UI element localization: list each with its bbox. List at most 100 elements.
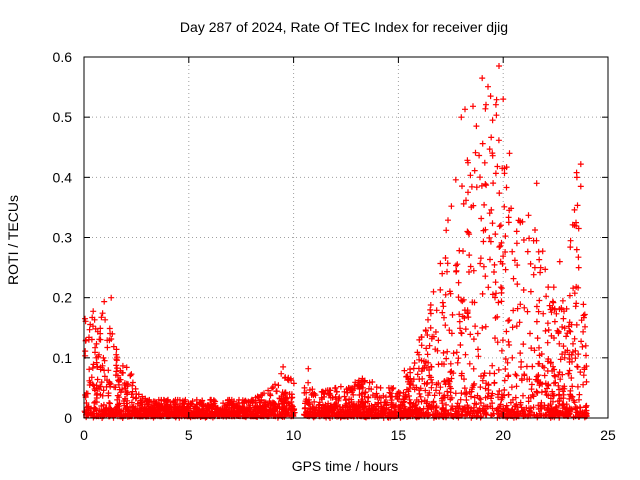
data-point [390,385,397,391]
data-point [444,260,451,267]
data-point [464,404,471,410]
data-point [577,161,584,168]
data-point [189,398,196,405]
data-point [321,404,328,410]
data-point [544,320,551,327]
data-point [508,384,515,391]
data-point [568,375,575,381]
data-point [486,210,493,217]
data-point [369,379,376,385]
data-point [365,394,372,401]
data-point [459,313,466,320]
data-point [88,374,95,381]
y-tick-label: 0.3 [53,230,73,246]
data-point [276,395,283,402]
data-point [500,96,507,103]
data-point [475,346,481,353]
data-point [104,344,111,351]
data-point [143,405,150,412]
data-point [579,343,586,350]
data-point [496,388,503,394]
data-point [109,411,116,418]
data-point [165,403,172,410]
data-point [581,414,588,421]
data-point [341,409,348,416]
data-point [494,391,501,398]
data-point [477,174,483,181]
data-point [544,339,551,346]
data-point [258,410,265,417]
data-point [465,189,471,196]
data-point [555,382,562,389]
data-point [536,382,543,389]
data-point [426,342,433,349]
data-point [254,403,260,409]
data-point [479,324,486,331]
data-point [425,316,431,323]
data-point [560,315,567,322]
data-point [156,412,163,419]
data-point [456,311,463,318]
data-point [505,219,512,226]
data-point [536,352,543,359]
data-point [567,387,574,394]
data-point [503,328,510,335]
data-point [491,261,498,268]
data-point [312,392,319,399]
data-point [477,260,484,267]
data-point [435,337,442,344]
data-point [447,389,454,396]
data-point [569,406,575,413]
data-point [503,405,510,412]
data-point [430,399,437,406]
data-point [113,404,120,411]
data-point [576,396,582,403]
data-point [570,414,577,421]
data-point [437,286,444,293]
data-point [414,371,421,378]
data-point [458,372,465,379]
data-point [556,409,563,416]
data-point [517,218,524,225]
data-point [442,255,449,261]
data-point [423,381,430,387]
data-point [488,206,495,213]
data-point [394,390,401,397]
data-point [548,359,554,366]
data-point [509,248,516,255]
data-point [179,401,186,408]
data-point [545,392,552,399]
data-point [463,397,470,403]
data-point [411,386,418,393]
data-point [214,404,221,411]
data-point [470,365,477,372]
data-point [530,271,537,278]
data-point [174,404,181,410]
data-point [582,323,588,330]
data-point [254,393,261,400]
data-point [372,406,379,413]
data-point [92,387,99,394]
data-point [306,396,312,403]
data-point [485,387,492,393]
data-point [561,325,568,332]
chart-title: Day 287 of 2024, Rate Of TEC Index for r… [180,19,508,35]
data-point [442,322,449,329]
data-point [497,222,504,229]
data-point [570,285,577,292]
data-point [482,323,489,330]
x-tick-label: 0 [80,427,88,443]
data-point [98,379,105,386]
data-point [575,225,582,232]
data-point [443,227,450,234]
data-point [107,400,113,407]
data-point [464,309,471,315]
data-point [479,290,486,297]
data-point [470,336,477,343]
data-point [545,327,552,333]
data-point [524,248,531,255]
data-point [503,184,510,191]
data-point [339,404,346,411]
y-tick-label: 0.1 [53,350,73,366]
data-point [556,258,563,265]
